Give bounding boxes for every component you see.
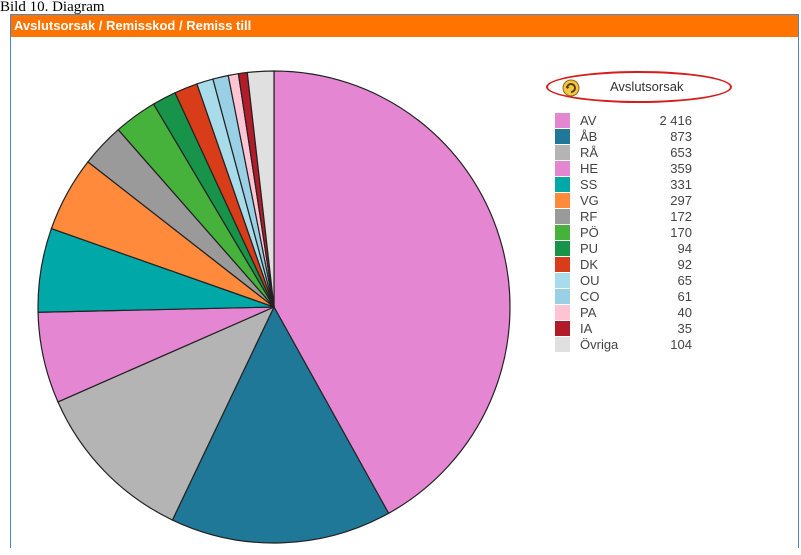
legend-label: SS	[580, 176, 598, 192]
legend-title[interactable]: Avslutsorsak	[610, 79, 684, 94]
legend-value: 172	[670, 208, 692, 224]
legend-item[interactable]: RF 172	[546, 208, 736, 224]
legend-swatch	[555, 160, 570, 176]
legend-value: 61	[677, 288, 692, 304]
legend-swatch	[555, 224, 570, 240]
legend-value: 104	[670, 336, 692, 352]
legend-swatch	[555, 128, 570, 144]
legend-item[interactable]: SS 331	[546, 176, 736, 192]
legend-value: 331	[670, 176, 692, 192]
pie-chart	[37, 70, 511, 544]
legend-header: Avslutsorsak	[546, 71, 736, 105]
pie-slice-övriga[interactable]	[246, 70, 275, 308]
legend-item[interactable]: OU 65	[546, 272, 736, 288]
legend-value: 65	[677, 272, 692, 288]
legend-list: AV 2 416 ÅB 873 RÅ 653 HE 359 SS 331 VG 297 RF 172 PÖ 1…	[546, 112, 736, 352]
legend-label: Övriga	[580, 336, 619, 352]
legend-value: 94	[677, 240, 692, 256]
legend-item[interactable]: PA 40	[546, 304, 736, 320]
legend-value: 873	[670, 128, 692, 144]
legend-item[interactable]: AV 2 416	[546, 112, 736, 128]
legend-swatch	[555, 320, 570, 336]
legend-swatch	[555, 192, 570, 208]
legend-label: OU	[580, 272, 600, 288]
pie-slice-åb[interactable]	[171, 305, 390, 544]
legend-value: 170	[670, 224, 692, 240]
legend-value: 359	[670, 160, 692, 176]
legend-value: 653	[670, 144, 692, 160]
chart-legend: Avslutsorsak AV 2 416 ÅB 873 RÅ 653 HE 359 SS 331…	[546, 71, 736, 352]
legend-swatch	[555, 240, 570, 256]
panel-title: Avslutsorsak / Remisskod / Remiss till	[11, 15, 798, 37]
legend-swatch	[555, 336, 570, 352]
legend-label: RÅ	[580, 144, 599, 160]
legend-label: VG	[580, 192, 599, 208]
legend-item[interactable]: PÖ 170	[546, 224, 736, 240]
refresh-icon[interactable]	[562, 79, 580, 97]
legend-label: PA	[580, 304, 597, 320]
legend-item[interactable]: ÅB 873	[546, 128, 736, 144]
legend-swatch	[555, 288, 570, 304]
legend-value: 2 416	[659, 112, 692, 128]
legend-swatch	[555, 112, 570, 128]
legend-label: ÅB	[580, 128, 598, 144]
pie-slice-av[interactable]	[273, 70, 511, 515]
legend-swatch	[555, 272, 570, 288]
pie-slice-rå[interactable]	[57, 305, 276, 521]
legend-item[interactable]: CO 61	[546, 288, 736, 304]
legend-item[interactable]: DK 92	[546, 256, 736, 272]
legend-label: PÖ	[580, 224, 599, 240]
document-caption: Bild 10. Diagram	[0, 0, 105, 14]
legend-swatch	[555, 208, 570, 224]
legend-label: DK	[580, 256, 599, 272]
legend-value: 35	[677, 320, 692, 336]
legend-item[interactable]: VG 297	[546, 192, 736, 208]
legend-label: PU	[580, 240, 599, 256]
legend-swatch	[555, 256, 570, 272]
legend-value: 92	[677, 256, 692, 272]
legend-label: RF	[580, 208, 598, 224]
legend-item[interactable]: IA 35	[546, 320, 736, 336]
legend-swatch	[555, 176, 570, 192]
highlight-ellipse	[546, 71, 732, 103]
legend-label: IA	[580, 320, 593, 336]
legend-swatch	[555, 304, 570, 320]
legend-value: 40	[677, 304, 692, 320]
legend-item[interactable]: PU 94	[546, 240, 736, 256]
legend-value: 297	[670, 192, 692, 208]
legend-item[interactable]: RÅ 653	[546, 144, 736, 160]
legend-item[interactable]: HE 359	[546, 160, 736, 176]
legend-swatch	[555, 144, 570, 160]
legend-label: HE	[580, 160, 599, 176]
legend-item[interactable]: Övriga 104	[546, 336, 736, 352]
chart-panel: Avslutsorsak / Remisskod / Remiss till A…	[10, 14, 799, 548]
legend-label: AV	[580, 112, 597, 128]
legend-label: CO	[580, 288, 600, 304]
